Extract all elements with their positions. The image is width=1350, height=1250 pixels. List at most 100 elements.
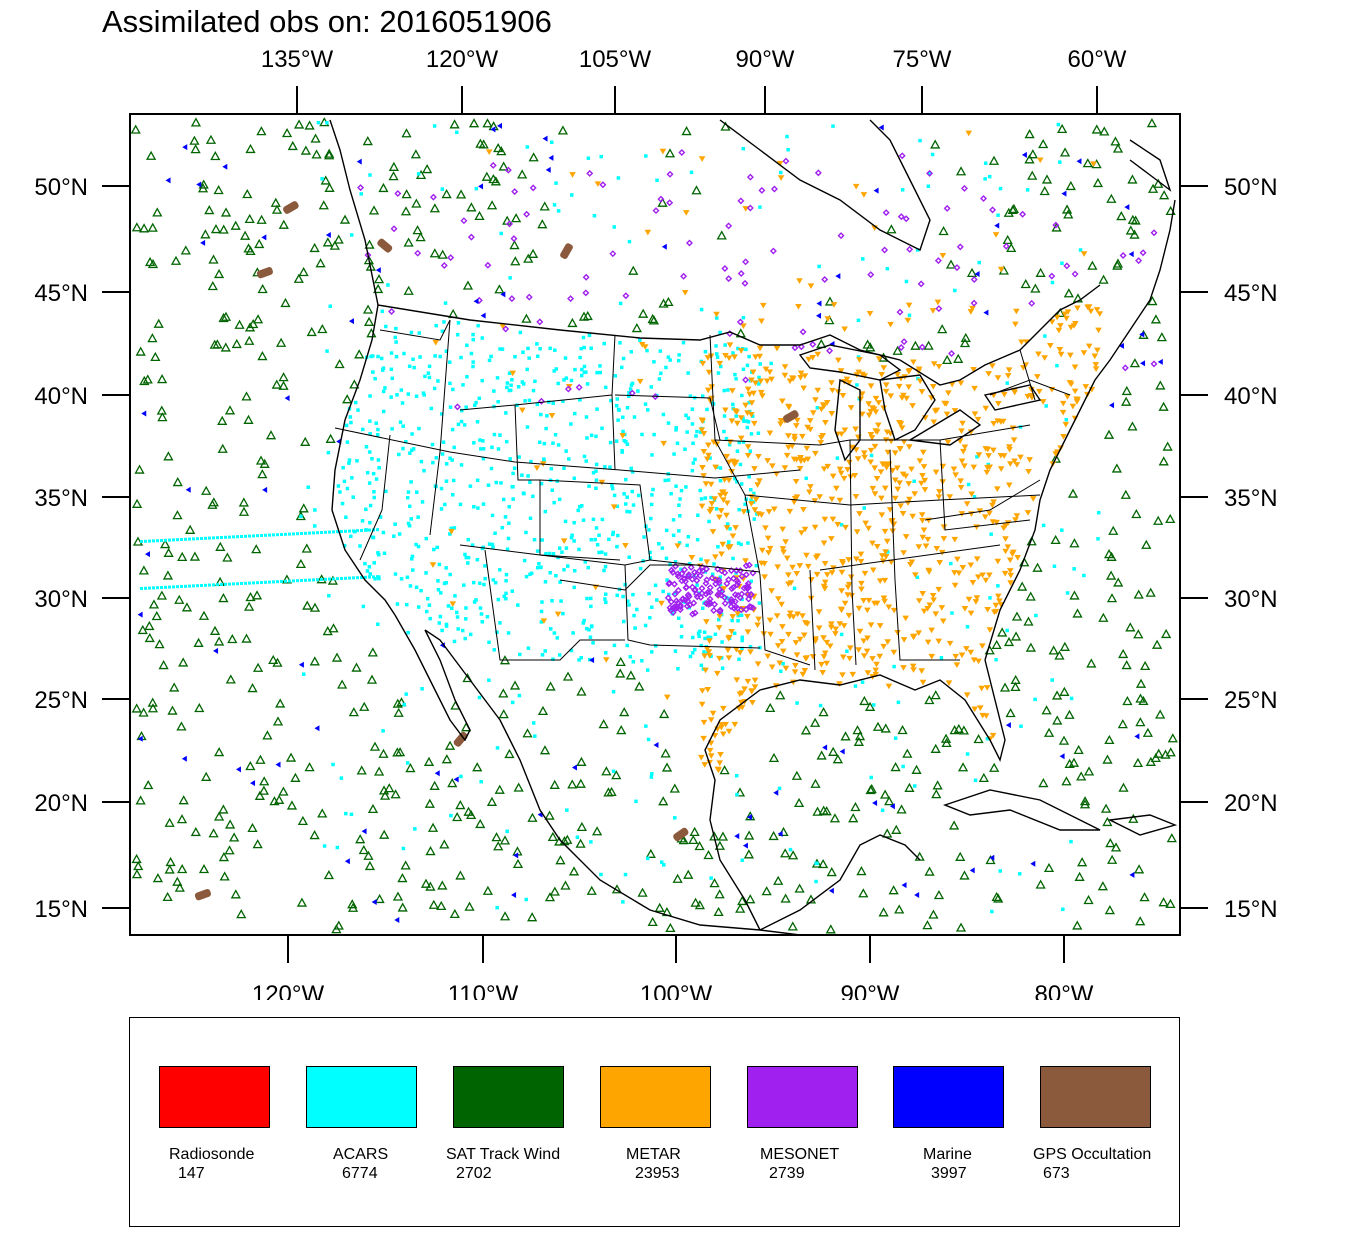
metar-marker [722,352,729,359]
metar-marker [540,618,548,624]
sat-track-wind-marker [251,544,262,554]
sat-track-wind-marker [910,340,921,350]
sat-track-wind-marker [1006,242,1017,253]
acars-marker [629,383,634,387]
mesonet-marker [684,591,692,599]
acars-marker [220,583,223,586]
sat-track-wind-marker [1103,429,1115,439]
acars-marker [569,648,574,653]
acars-marker [424,609,429,614]
sat-track-wind-marker [619,707,630,717]
metar-marker [777,421,784,428]
metar-marker [712,464,719,471]
mesonet-marker [733,576,741,584]
metar-marker [748,688,756,694]
metar-marker [897,421,905,427]
mesonet-marker [716,606,724,614]
acars-marker [376,427,380,432]
acars-marker [296,532,299,536]
acars-marker [581,518,586,522]
marine-marker [490,126,496,133]
metar-marker [766,430,774,437]
acars-marker [345,486,350,491]
metar-marker [950,466,958,473]
metar-marker [878,372,885,378]
metar-marker [887,438,895,445]
acars-marker [481,456,486,461]
sat-track-wind-marker [611,770,622,780]
sat-track-wind-marker [1076,771,1087,781]
acars-marker [650,650,654,654]
marine-marker [513,852,519,859]
acars-marker [381,530,386,535]
sat-track-wind-marker [1140,660,1151,671]
sat-track-wind-marker [1059,641,1070,651]
metar-marker [726,342,734,348]
acars-marker [684,413,688,418]
acars-marker [448,456,452,461]
sat-track-wind-marker [464,901,475,911]
acars-marker [508,276,512,280]
acars-marker [815,406,820,410]
metar-marker [1006,447,1013,453]
acars-marker [368,520,372,525]
acars-marker [276,580,279,584]
mesonet-marker [882,209,890,217]
acars-marker [516,603,520,607]
sat-track-wind-marker [1038,778,1049,788]
metar-marker [798,530,805,536]
mesonet-marker [523,210,531,218]
sat-track-wind-marker [1030,283,1041,293]
mesonet-marker [897,213,905,221]
metar-marker [938,605,946,611]
acars-marker [459,355,463,360]
metar-marker [786,378,794,385]
sat-track-wind-marker [300,145,311,155]
acars-marker [705,407,709,412]
acars-marker [512,466,517,471]
acars-marker [431,460,435,465]
metar-marker [833,485,840,492]
mesonet-marker [529,184,537,192]
sat-track-wind-marker [131,222,142,232]
acars-marker [587,333,592,338]
acars-marker [481,502,486,506]
acars-marker [607,537,611,542]
sat-track-wind-marker [271,204,283,214]
metar-marker [946,640,954,647]
acars-marker [649,502,654,507]
acars-marker [696,631,701,636]
acars-marker [440,187,445,191]
metar-marker [448,528,455,535]
acars-marker [649,775,654,779]
metar-marker [935,494,943,500]
acars-marker [915,575,920,580]
acars-marker [907,313,912,318]
metar-marker [768,664,776,671]
acars-marker [646,408,650,412]
sat-track-wind-marker [429,780,440,790]
sat-track-wind-marker [880,789,891,799]
mesonet-marker [734,591,742,599]
metar-marker [768,588,775,594]
sat-track-wind-marker [940,733,952,743]
sat-track-wind-marker [401,128,412,138]
acars-marker [402,702,406,707]
acars-marker [364,445,369,449]
sat-track-wind-marker [420,878,432,888]
sat-track-wind-marker [297,815,309,826]
sat-track-wind-marker [892,345,903,355]
acars-marker [547,551,552,556]
sat-track-wind-marker [466,202,477,212]
marine-marker [185,486,191,493]
acars-marker [638,338,642,342]
metar-marker [716,760,724,766]
metar-marker [1013,513,1021,519]
mesonet-marker [747,590,755,598]
mesonet-marker [727,603,735,611]
acars-marker [320,578,323,581]
metar-marker [782,539,789,545]
metar-marker [795,304,802,310]
sat-track-wind-marker [244,601,255,611]
acars-marker [535,402,540,407]
